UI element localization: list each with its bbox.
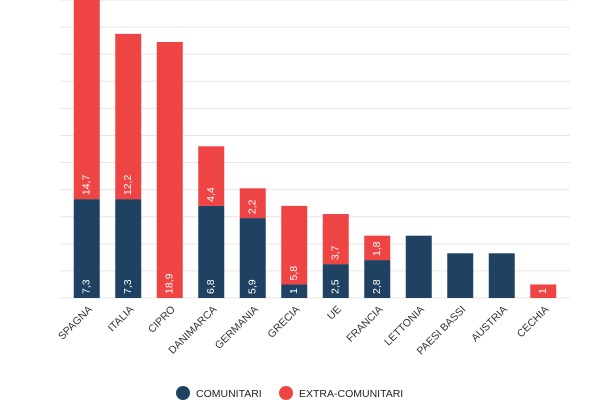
bar-segment: [488, 253, 515, 298]
bar-segment: [447, 253, 474, 298]
bar-segment: [322, 264, 349, 298]
x-tick-label: CIPRO: [146, 304, 178, 336]
bar-segment: [281, 205, 308, 285]
x-tick-label: AUSTRIA: [469, 304, 510, 345]
bar-segment: [239, 188, 266, 219]
bar-segment: [530, 284, 557, 298]
bar-segment: [73, 199, 100, 298]
value-label: 1,8: [371, 241, 383, 256]
bar-segment: [115, 199, 142, 298]
value-label: 5,8: [288, 266, 300, 281]
legend-marker: [279, 386, 293, 400]
value-label: 4,4: [205, 187, 217, 202]
value-label: 2,2: [247, 199, 259, 214]
bar-segment: [73, 0, 100, 200]
value-label: 7,3: [81, 279, 93, 294]
x-tick-label: FRANCIA: [344, 304, 385, 345]
bar-segment: [115, 33, 142, 200]
bar-segment: [156, 41, 183, 299]
x-tick-label: GRECIA: [265, 304, 302, 341]
value-label: 12,2: [122, 175, 134, 196]
value-label: 1: [537, 288, 549, 294]
value-label: 2,8: [371, 279, 383, 294]
x-tick-label: LETTONIA: [382, 304, 427, 349]
legend-label: EXTRA-COMUNITARI: [299, 388, 403, 400]
bar-segment: [405, 235, 432, 298]
value-label: 7,3: [122, 279, 134, 294]
value-label: 1: [288, 288, 300, 294]
x-tick-label: CECHIA: [515, 304, 552, 341]
x-tick-label: SPAGNA: [56, 304, 95, 343]
value-label: 2,5: [330, 279, 342, 294]
value-label: 3,7: [330, 245, 342, 260]
x-tick-label: UE: [325, 304, 344, 323]
x-tick-label: ITALIA: [106, 304, 137, 335]
bar-segment: [239, 218, 266, 298]
x-tick-label: GERMANIA: [213, 304, 261, 352]
bar-segment: [322, 214, 349, 265]
value-label: 5,9: [247, 279, 259, 294]
bar-segment: [364, 235, 391, 261]
bar-segment: [364, 260, 391, 298]
bar-segment: [281, 284, 308, 298]
value-label: 6,8: [205, 279, 217, 294]
value-label: 18,9: [164, 273, 176, 294]
legend-label: COMUNITARI: [196, 388, 262, 400]
bar-segment: [198, 205, 225, 298]
bar-segment: [198, 146, 225, 206]
legend-marker: [176, 386, 190, 400]
value-label: 14,7: [81, 175, 93, 196]
